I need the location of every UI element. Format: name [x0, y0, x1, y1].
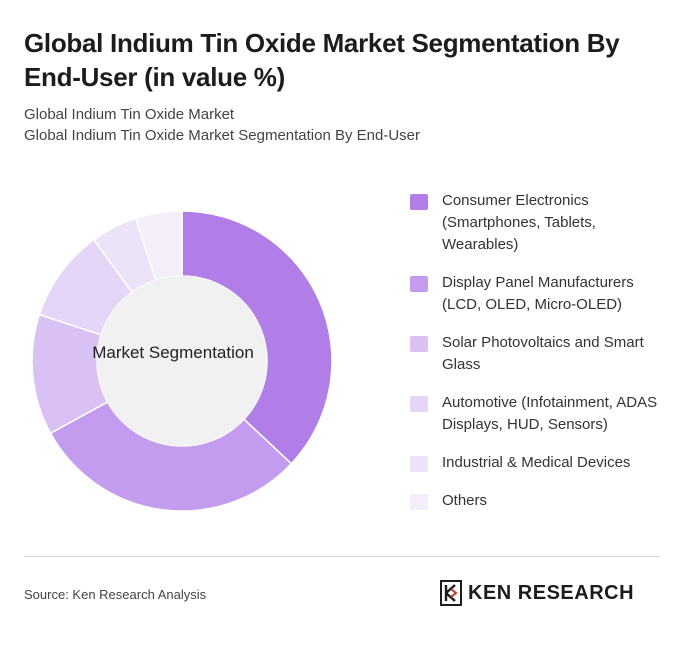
legend-label: Industrial & Medical Devices — [442, 454, 631, 471]
donut-center-label: Market Segmentation — [92, 343, 254, 362]
legend-swatch — [410, 194, 428, 210]
donut-center — [97, 276, 267, 446]
legend-label: Automotive (Infotainment, ADAS Displays,… — [442, 394, 658, 433]
breadcrumb-market: Global Indium Tin Oxide Market — [24, 106, 235, 123]
ken-logo-icon — [440, 580, 462, 606]
legend-label: Others — [442, 492, 488, 509]
footer-divider — [24, 556, 660, 557]
legend-swatch — [410, 456, 428, 472]
legend-swatch — [410, 396, 428, 412]
legend-item: Consumer Electronics (Smartphones, Table… — [410, 190, 670, 256]
legend-label: Display Panel Manufacturers (LCD, OLED, … — [442, 274, 634, 313]
legend-item: Automotive (Infotainment, ADAS Displays,… — [410, 392, 670, 436]
ken-research-logo: KEN RESEARCH — [440, 580, 634, 606]
legend-item: Others — [410, 490, 670, 512]
legend-label: Solar Photovoltaics and Smart Glass — [442, 334, 644, 373]
legend-swatch — [410, 494, 428, 510]
donut-chart — [31, 210, 333, 512]
source-note: Source: Ken Research Analysis — [24, 587, 207, 602]
chart-legend: Consumer Electronics (Smartphones, Table… — [410, 190, 670, 528]
ken-logo-text: KEN RESEARCH — [468, 581, 635, 604]
legend-item: Solar Photovoltaics and Smart Glass — [410, 332, 670, 376]
legend-swatch — [410, 276, 428, 292]
breadcrumb-segmentation: Global Indium Tin Oxide Market Segmentat… — [24, 127, 421, 144]
legend-swatch — [410, 336, 428, 352]
legend-label: Consumer Electronics (Smartphones, Table… — [442, 192, 596, 253]
legend-item: Industrial & Medical Devices — [410, 452, 670, 474]
chart-title: Global Indium Tin Oxide Market Segmentat… — [24, 28, 620, 92]
legend-item: Display Panel Manufacturers (LCD, OLED, … — [410, 272, 670, 316]
